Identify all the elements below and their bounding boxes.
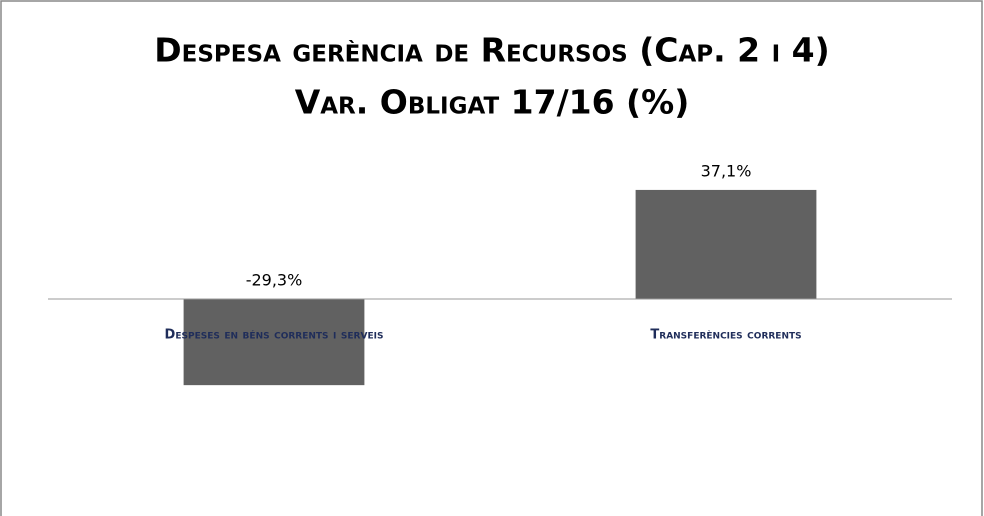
- x-tick-label: Transferències corrents: [650, 328, 801, 343]
- chart-title: Despesa gerència de Recursos (Cap. 2 i 4…: [154, 31, 829, 70]
- chart-subtitle: Var. Obligat 17/16 (%): [295, 83, 690, 122]
- value-label: 37,1%: [701, 161, 752, 180]
- bar: [183, 299, 365, 386]
- value-label: -29,3%: [246, 271, 303, 290]
- bar: [635, 189, 817, 299]
- x-tick-label: Despeses en béns corrents i serveis: [165, 328, 384, 343]
